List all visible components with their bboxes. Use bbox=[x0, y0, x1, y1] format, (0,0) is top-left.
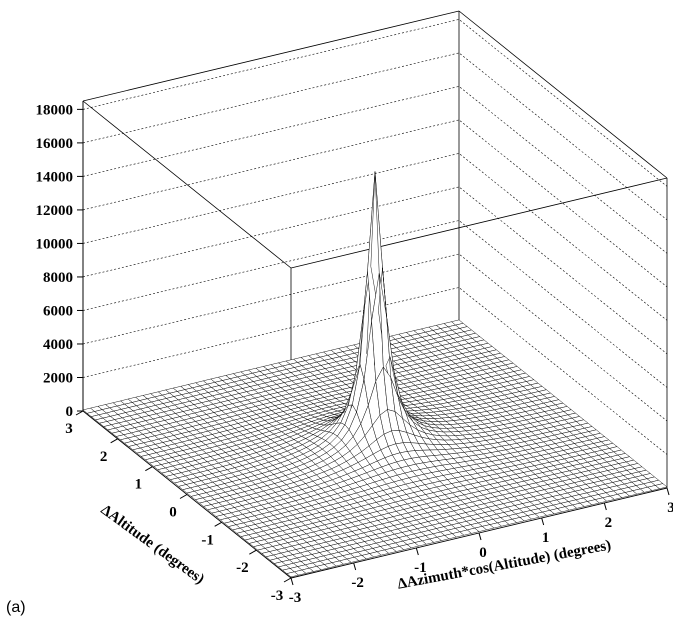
surface-mesh bbox=[82, 171, 668, 578]
z-gridline bbox=[82, 220, 668, 388]
y-tick bbox=[214, 521, 222, 527]
z-tick-label: 2000 bbox=[43, 370, 73, 386]
box-edge bbox=[458, 10, 668, 179]
box-edge bbox=[82, 10, 460, 102]
y-tick bbox=[179, 494, 188, 499]
x-tick bbox=[290, 577, 294, 586]
x-tick-label: -3 bbox=[289, 590, 302, 606]
axis-ticks: 0 2000 4000 6000 8000 10000 12000 14000 16000 180… bbox=[36, 102, 673, 606]
z-gridline bbox=[82, 86, 668, 254]
z-gridline bbox=[82, 287, 668, 455]
x-tick-label: 2 bbox=[605, 515, 613, 531]
y-tick bbox=[75, 410, 84, 416]
z-gridline bbox=[82, 119, 668, 288]
z-tick-label: 6000 bbox=[43, 303, 73, 319]
z-gridline bbox=[82, 52, 668, 221]
z-gridline bbox=[82, 19, 668, 187]
z-gridlines bbox=[82, 19, 668, 455]
y-tick-label: 0 bbox=[169, 505, 177, 521]
z-tick-label: 16000 bbox=[36, 136, 74, 152]
y-tick-label: -2 bbox=[236, 560, 249, 576]
z-tick-label: 4000 bbox=[43, 337, 73, 353]
x-tick-label: 0 bbox=[479, 545, 487, 561]
y-tick bbox=[249, 549, 257, 555]
surface-cell bbox=[654, 483, 668, 489]
x-tick bbox=[603, 502, 607, 511]
y-tick bbox=[283, 577, 292, 583]
z-tick-label: 14000 bbox=[36, 169, 74, 185]
z-gridline bbox=[82, 253, 668, 422]
box-edge bbox=[290, 177, 668, 269]
y-tick-label: 1 bbox=[135, 477, 143, 493]
z-gridline bbox=[82, 153, 668, 321]
x-axis-title: ΔAzimuth*cos(Altitude) (degrees) bbox=[396, 537, 612, 592]
x-tick bbox=[478, 532, 482, 541]
y-tick bbox=[145, 466, 153, 472]
y-tick-label: -3 bbox=[271, 588, 284, 604]
x-tick-label: 1 bbox=[542, 530, 550, 546]
z-tick-label: 12000 bbox=[36, 203, 74, 219]
y-tick-label: 3 bbox=[65, 421, 73, 437]
x-tick bbox=[353, 562, 357, 571]
z-tick-label: 10000 bbox=[36, 236, 74, 252]
x-tick-label: 3 bbox=[667, 500, 673, 516]
x-tick bbox=[541, 517, 545, 526]
z-tick-label: 0 bbox=[66, 404, 74, 420]
y-tick-label: -1 bbox=[201, 532, 214, 548]
x-tick-label: -1 bbox=[414, 560, 427, 576]
panel-label: (a) bbox=[6, 599, 26, 616]
z-tick-label: 8000 bbox=[43, 270, 73, 286]
x-tick bbox=[666, 487, 670, 496]
box-edge bbox=[82, 100, 292, 269]
z-tick-label: 18000 bbox=[36, 102, 74, 118]
x-tick bbox=[415, 547, 419, 556]
y-tick-label: 2 bbox=[100, 449, 108, 465]
y-tick bbox=[110, 438, 118, 444]
x-tick-label: -2 bbox=[351, 575, 364, 591]
y-axis-title: ΔAltitude (degrees) bbox=[98, 502, 207, 588]
z-gridline bbox=[82, 186, 668, 355]
